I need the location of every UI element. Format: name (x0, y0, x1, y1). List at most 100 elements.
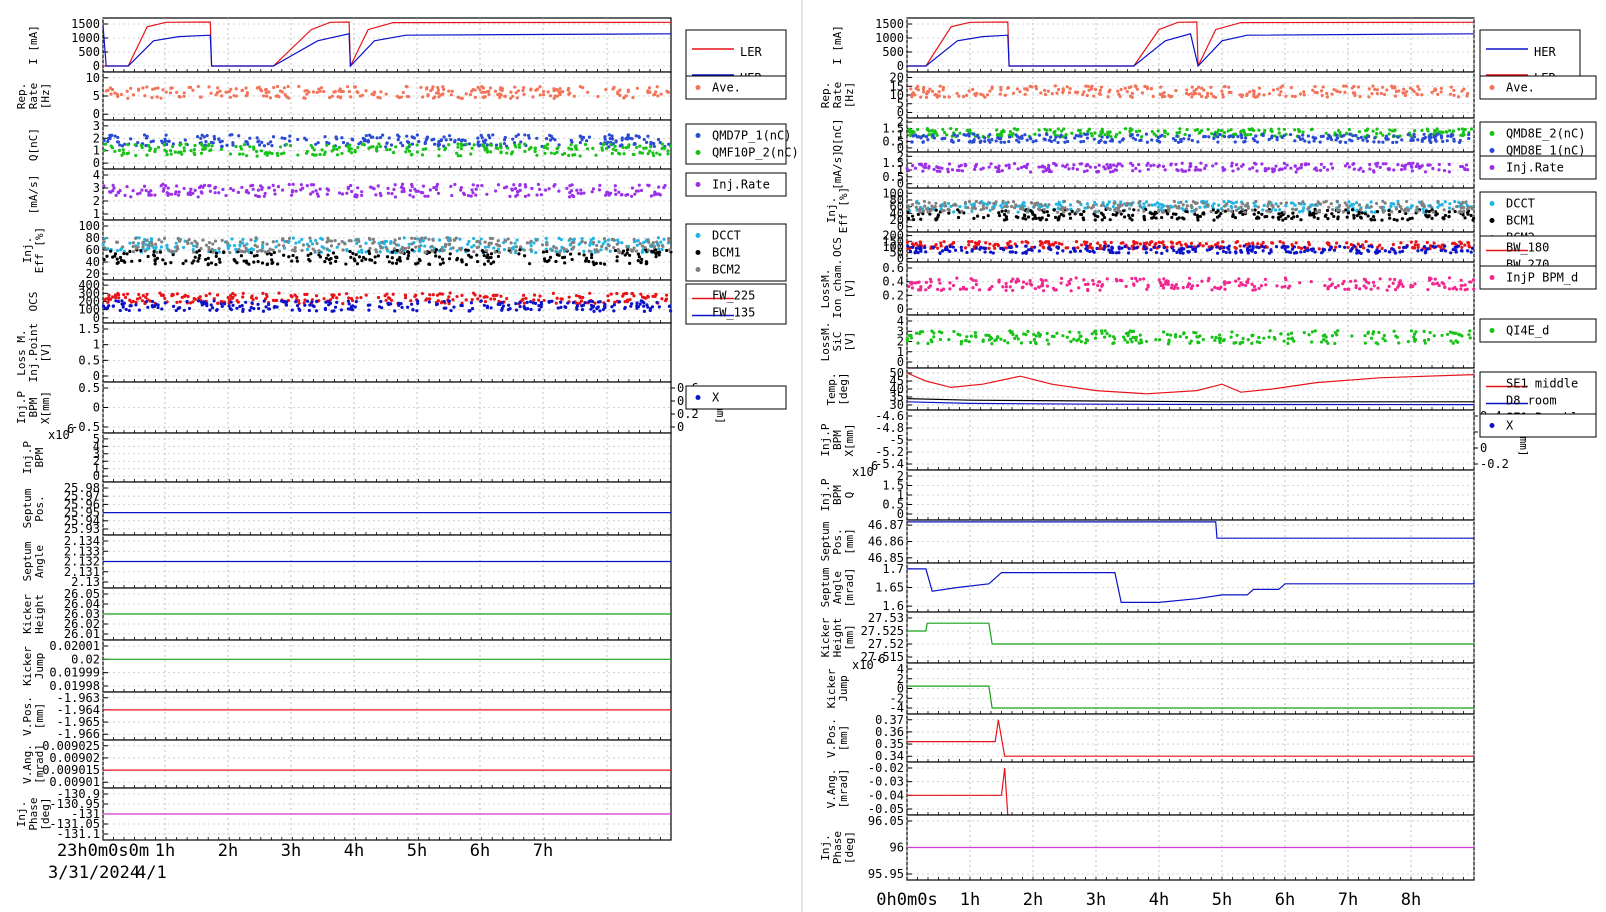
scale-note: x10 (48, 428, 70, 442)
scatter-point (589, 303, 594, 308)
scatter-point (1462, 87, 1466, 91)
scatter-point (1248, 167, 1252, 171)
scatter-point (1449, 85, 1453, 89)
scatter-point (557, 189, 561, 193)
scatter-point (1206, 127, 1210, 131)
scatter-point (426, 194, 430, 198)
scatter-point (451, 246, 455, 250)
scatter-point (264, 305, 268, 309)
scatter-point (476, 297, 480, 301)
scatter-point (199, 151, 204, 155)
scatter-point (1375, 91, 1379, 96)
y-tick-label: 2 (93, 454, 100, 468)
scatter-point (1185, 88, 1189, 92)
scatter-point (1465, 94, 1469, 98)
scatter-point (1397, 89, 1401, 93)
scatter-point (567, 195, 572, 199)
scatter-point (276, 185, 280, 189)
scatter-point (971, 87, 975, 92)
scatter-point (400, 305, 404, 310)
scatter-point (617, 151, 621, 155)
scatter-point (1084, 84, 1088, 88)
scatter-point (600, 146, 604, 150)
scatter-point (553, 138, 557, 142)
scatter-point (1330, 92, 1334, 96)
scatter-point (169, 86, 173, 90)
scatter-point (659, 92, 663, 96)
scatter-point (348, 143, 352, 147)
scatter-point (276, 262, 280, 266)
scatter-point (1229, 90, 1233, 95)
scatter-point (500, 306, 504, 310)
scatter-point (1160, 92, 1164, 96)
scatter-point (460, 303, 464, 308)
scatter-point (193, 239, 197, 243)
scatter-point (396, 133, 400, 137)
scatter-point (977, 136, 981, 140)
scatter-point (182, 308, 186, 312)
scatter-point (485, 192, 489, 196)
scatter-point (349, 183, 353, 188)
scatter-point (622, 96, 626, 100)
scatter-point (469, 255, 473, 259)
scatter-point (486, 259, 490, 263)
scatter-point (1459, 164, 1463, 169)
time-tick-label: 4h (344, 841, 364, 861)
scatter-point (284, 303, 289, 307)
scatter-point (1457, 127, 1461, 131)
scatter-point (549, 151, 554, 155)
scatter-point (367, 252, 372, 256)
scatter-point (308, 303, 312, 307)
y-tick-label: 80 (86, 231, 100, 245)
scatter-point (585, 139, 589, 143)
scatter-point (1003, 93, 1008, 97)
scatter-point (138, 258, 142, 263)
scatter-point (479, 237, 483, 241)
scatter-point (149, 140, 153, 144)
scatter-point (254, 236, 258, 240)
scatter-point (1187, 92, 1191, 97)
scatter-point (651, 240, 656, 245)
scatter-point (523, 183, 527, 187)
right-tick-label: 0.2 (677, 407, 699, 421)
scatter-point (361, 255, 366, 260)
scatter-point (330, 94, 334, 98)
scatter-point (1187, 137, 1191, 141)
scatter-point (191, 191, 195, 195)
scatter-point (191, 88, 195, 92)
scatter-point (341, 248, 345, 252)
scatter-point (1166, 132, 1170, 136)
scatter-point (1269, 136, 1274, 140)
scatter-point (147, 190, 151, 195)
scatter-point (485, 304, 489, 308)
scatter-point (347, 149, 351, 153)
scatter-point (1125, 90, 1129, 94)
scatter-point (1047, 138, 1052, 142)
y-tick-label: 1 (93, 207, 100, 221)
scatter-point (643, 245, 647, 250)
scatter-point (307, 244, 311, 248)
scatter-point (599, 248, 603, 252)
scatter-point (1428, 139, 1432, 143)
scatter-point (255, 136, 259, 140)
scatter-point (208, 184, 212, 188)
scatter-point (651, 153, 656, 158)
scatter-point (103, 148, 107, 152)
scatter-point (299, 183, 303, 187)
scatter-point (908, 134, 912, 138)
scatter-point (360, 250, 364, 254)
scatter-point (373, 261, 377, 265)
scatter-point (351, 251, 355, 256)
scatter-point (283, 300, 287, 304)
scatter-point (1221, 95, 1225, 99)
scatter-point (1055, 91, 1059, 95)
scatter-point (159, 293, 164, 297)
scatter-point (525, 241, 530, 245)
scatter-point (301, 186, 305, 190)
legend-label: HER (1534, 45, 1556, 59)
scatter-point (1023, 92, 1027, 96)
scatter-point (1046, 89, 1050, 93)
scatter-point (617, 300, 622, 304)
